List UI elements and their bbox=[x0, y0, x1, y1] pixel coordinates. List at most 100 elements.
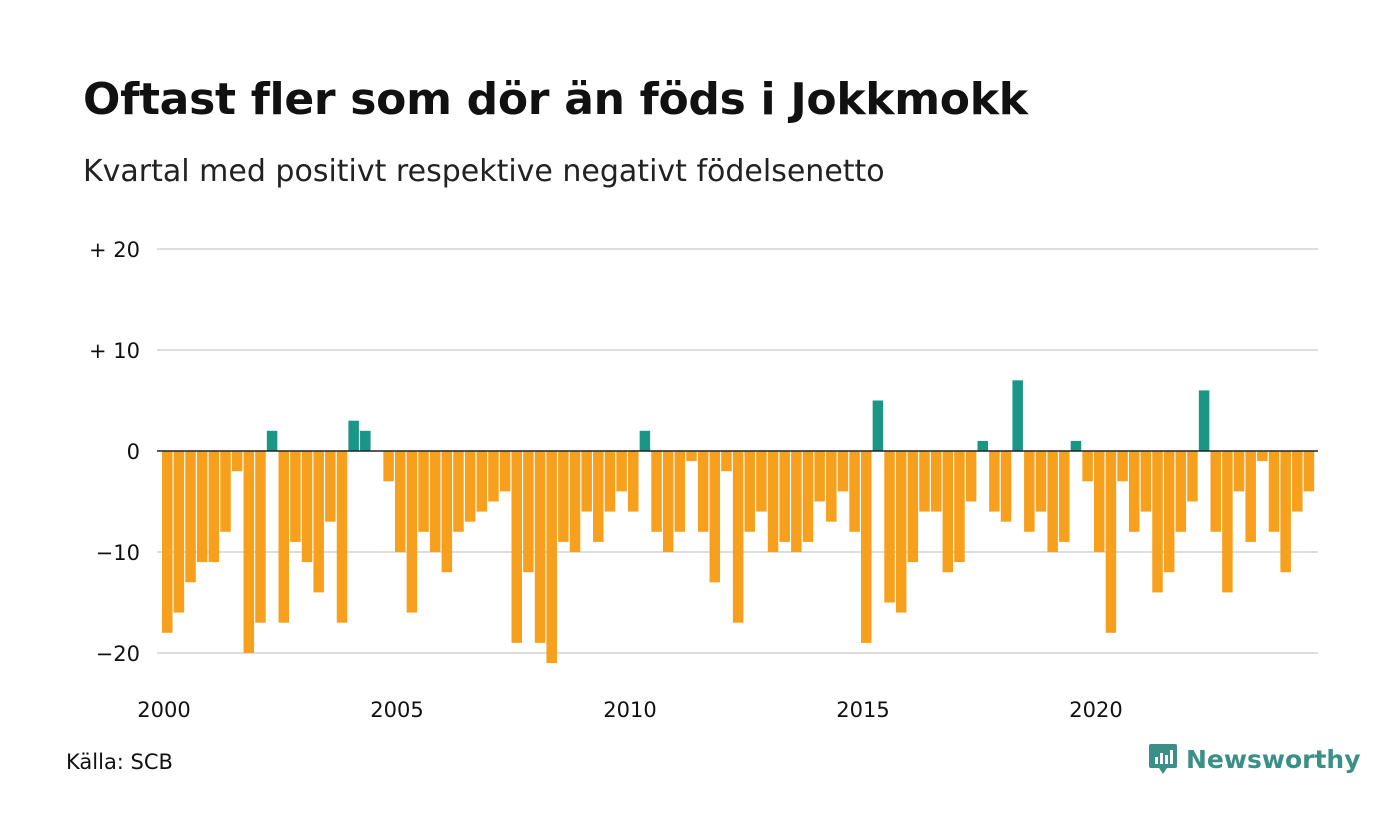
bar-negative bbox=[1233, 451, 1245, 492]
bar-negative bbox=[1280, 451, 1291, 573]
bar-negative bbox=[930, 451, 942, 512]
bar-negative bbox=[220, 451, 231, 532]
y-tick-label: + 20 bbox=[89, 238, 140, 262]
bar-negative bbox=[686, 451, 697, 462]
x-tick-label: 2020 bbox=[1069, 698, 1122, 722]
bar-negative bbox=[395, 451, 406, 552]
bar-negative bbox=[721, 451, 732, 472]
bar-negative bbox=[418, 451, 429, 532]
bar-negative bbox=[1000, 451, 1012, 522]
bar-negative bbox=[791, 451, 802, 552]
bar-negative bbox=[243, 451, 255, 653]
bar-negative bbox=[674, 451, 686, 532]
bar-negative bbox=[1222, 451, 1233, 593]
bar-positive bbox=[1070, 440, 1082, 451]
bar-negative bbox=[779, 451, 790, 542]
bar-negative bbox=[767, 451, 779, 552]
bar-negative bbox=[290, 451, 301, 542]
bar-negative bbox=[534, 451, 546, 643]
bar-negative bbox=[185, 451, 196, 583]
bar-negative bbox=[1210, 451, 1221, 532]
bar-negative bbox=[1140, 451, 1152, 512]
y-tick-label: −20 bbox=[96, 642, 140, 666]
bar-negative bbox=[989, 451, 1000, 512]
bar-positive bbox=[639, 430, 651, 451]
bar-negative bbox=[173, 451, 185, 613]
bar-negative bbox=[406, 451, 418, 613]
bar-negative bbox=[907, 451, 919, 563]
bar-negative bbox=[756, 451, 767, 512]
chart-subtitle: Kvartal med positivt respektive negativt… bbox=[83, 154, 885, 189]
bar-negative bbox=[628, 451, 639, 512]
bar-negative bbox=[1105, 451, 1117, 633]
bar-negative bbox=[616, 451, 627, 492]
bar-negative bbox=[604, 451, 616, 512]
bar-negative bbox=[1024, 451, 1035, 532]
bar-negative bbox=[325, 451, 336, 522]
bar-negative bbox=[313, 451, 324, 593]
source-label: Källa: SCB bbox=[66, 750, 173, 774]
bar-negative bbox=[581, 451, 592, 512]
bar-negative bbox=[231, 451, 243, 472]
bar-chart: + 20 + 10 0 −10 −20 2000 2005 2010 2015 2020 bbox=[89, 238, 1318, 722]
bar-negative bbox=[1163, 451, 1175, 573]
bar-negative bbox=[744, 451, 755, 532]
bar-negative bbox=[196, 451, 208, 563]
bar-negative bbox=[546, 451, 557, 664]
bar-positive bbox=[360, 430, 371, 451]
bar-negative bbox=[593, 451, 604, 542]
bar-negative bbox=[569, 451, 581, 552]
bar-negative bbox=[301, 451, 313, 563]
bar-negative bbox=[1117, 451, 1128, 482]
chart-title: Oftast fler som dör än föds i Jokkmokk bbox=[83, 74, 1028, 125]
bar-negative bbox=[278, 451, 289, 623]
brand-name: Newsworthy bbox=[1186, 744, 1361, 774]
bar-negative bbox=[441, 451, 453, 573]
bar-negative bbox=[861, 451, 872, 643]
bar-negative bbox=[558, 451, 569, 542]
bar-positive bbox=[872, 400, 884, 451]
bar-negative bbox=[732, 451, 744, 623]
bar-negative bbox=[1257, 451, 1268, 462]
bar-negative bbox=[651, 451, 662, 532]
bar-negative bbox=[965, 451, 977, 502]
bar-negative bbox=[884, 451, 895, 603]
x-tick-label: 2005 bbox=[370, 698, 423, 722]
newsworthy-icon bbox=[1149, 744, 1177, 774]
bar-negative bbox=[1268, 451, 1280, 532]
bar-negative bbox=[499, 451, 511, 492]
bar-positive bbox=[1198, 390, 1210, 451]
bar-negative bbox=[336, 451, 348, 623]
bar-positive bbox=[348, 420, 359, 451]
bar-negative bbox=[837, 451, 849, 492]
bar-negative bbox=[1082, 451, 1093, 482]
bar-negative bbox=[523, 451, 534, 573]
bar-negative bbox=[697, 451, 709, 532]
bar-negative bbox=[162, 451, 173, 633]
bar-negative bbox=[954, 451, 965, 563]
bar-negative bbox=[1035, 451, 1047, 512]
bar-negative bbox=[1128, 451, 1140, 532]
bar-negative bbox=[709, 451, 721, 583]
bar-positive bbox=[1012, 380, 1023, 451]
bar-negative bbox=[814, 451, 825, 502]
bar-negative bbox=[1303, 451, 1315, 492]
brand-logo: Newsworthy bbox=[1148, 742, 1361, 776]
y-tick-label: 0 bbox=[127, 440, 140, 464]
bar-negative bbox=[1175, 451, 1187, 532]
x-tick-label: 2000 bbox=[137, 698, 190, 722]
bar-negative bbox=[895, 451, 907, 613]
bar-negative bbox=[429, 451, 441, 552]
bar-positive bbox=[977, 440, 988, 451]
bar-negative bbox=[662, 451, 674, 552]
bar-negative bbox=[1152, 451, 1163, 593]
bar-negative bbox=[511, 451, 522, 643]
bar-negative bbox=[383, 451, 394, 482]
y-tick-label: + 10 bbox=[89, 339, 140, 363]
bar-negative bbox=[208, 451, 220, 563]
bar-negative bbox=[942, 451, 954, 573]
bar-negative bbox=[1047, 451, 1058, 552]
bar-negative bbox=[826, 451, 837, 522]
bar-negative bbox=[919, 451, 930, 512]
bar-negative bbox=[488, 451, 499, 502]
